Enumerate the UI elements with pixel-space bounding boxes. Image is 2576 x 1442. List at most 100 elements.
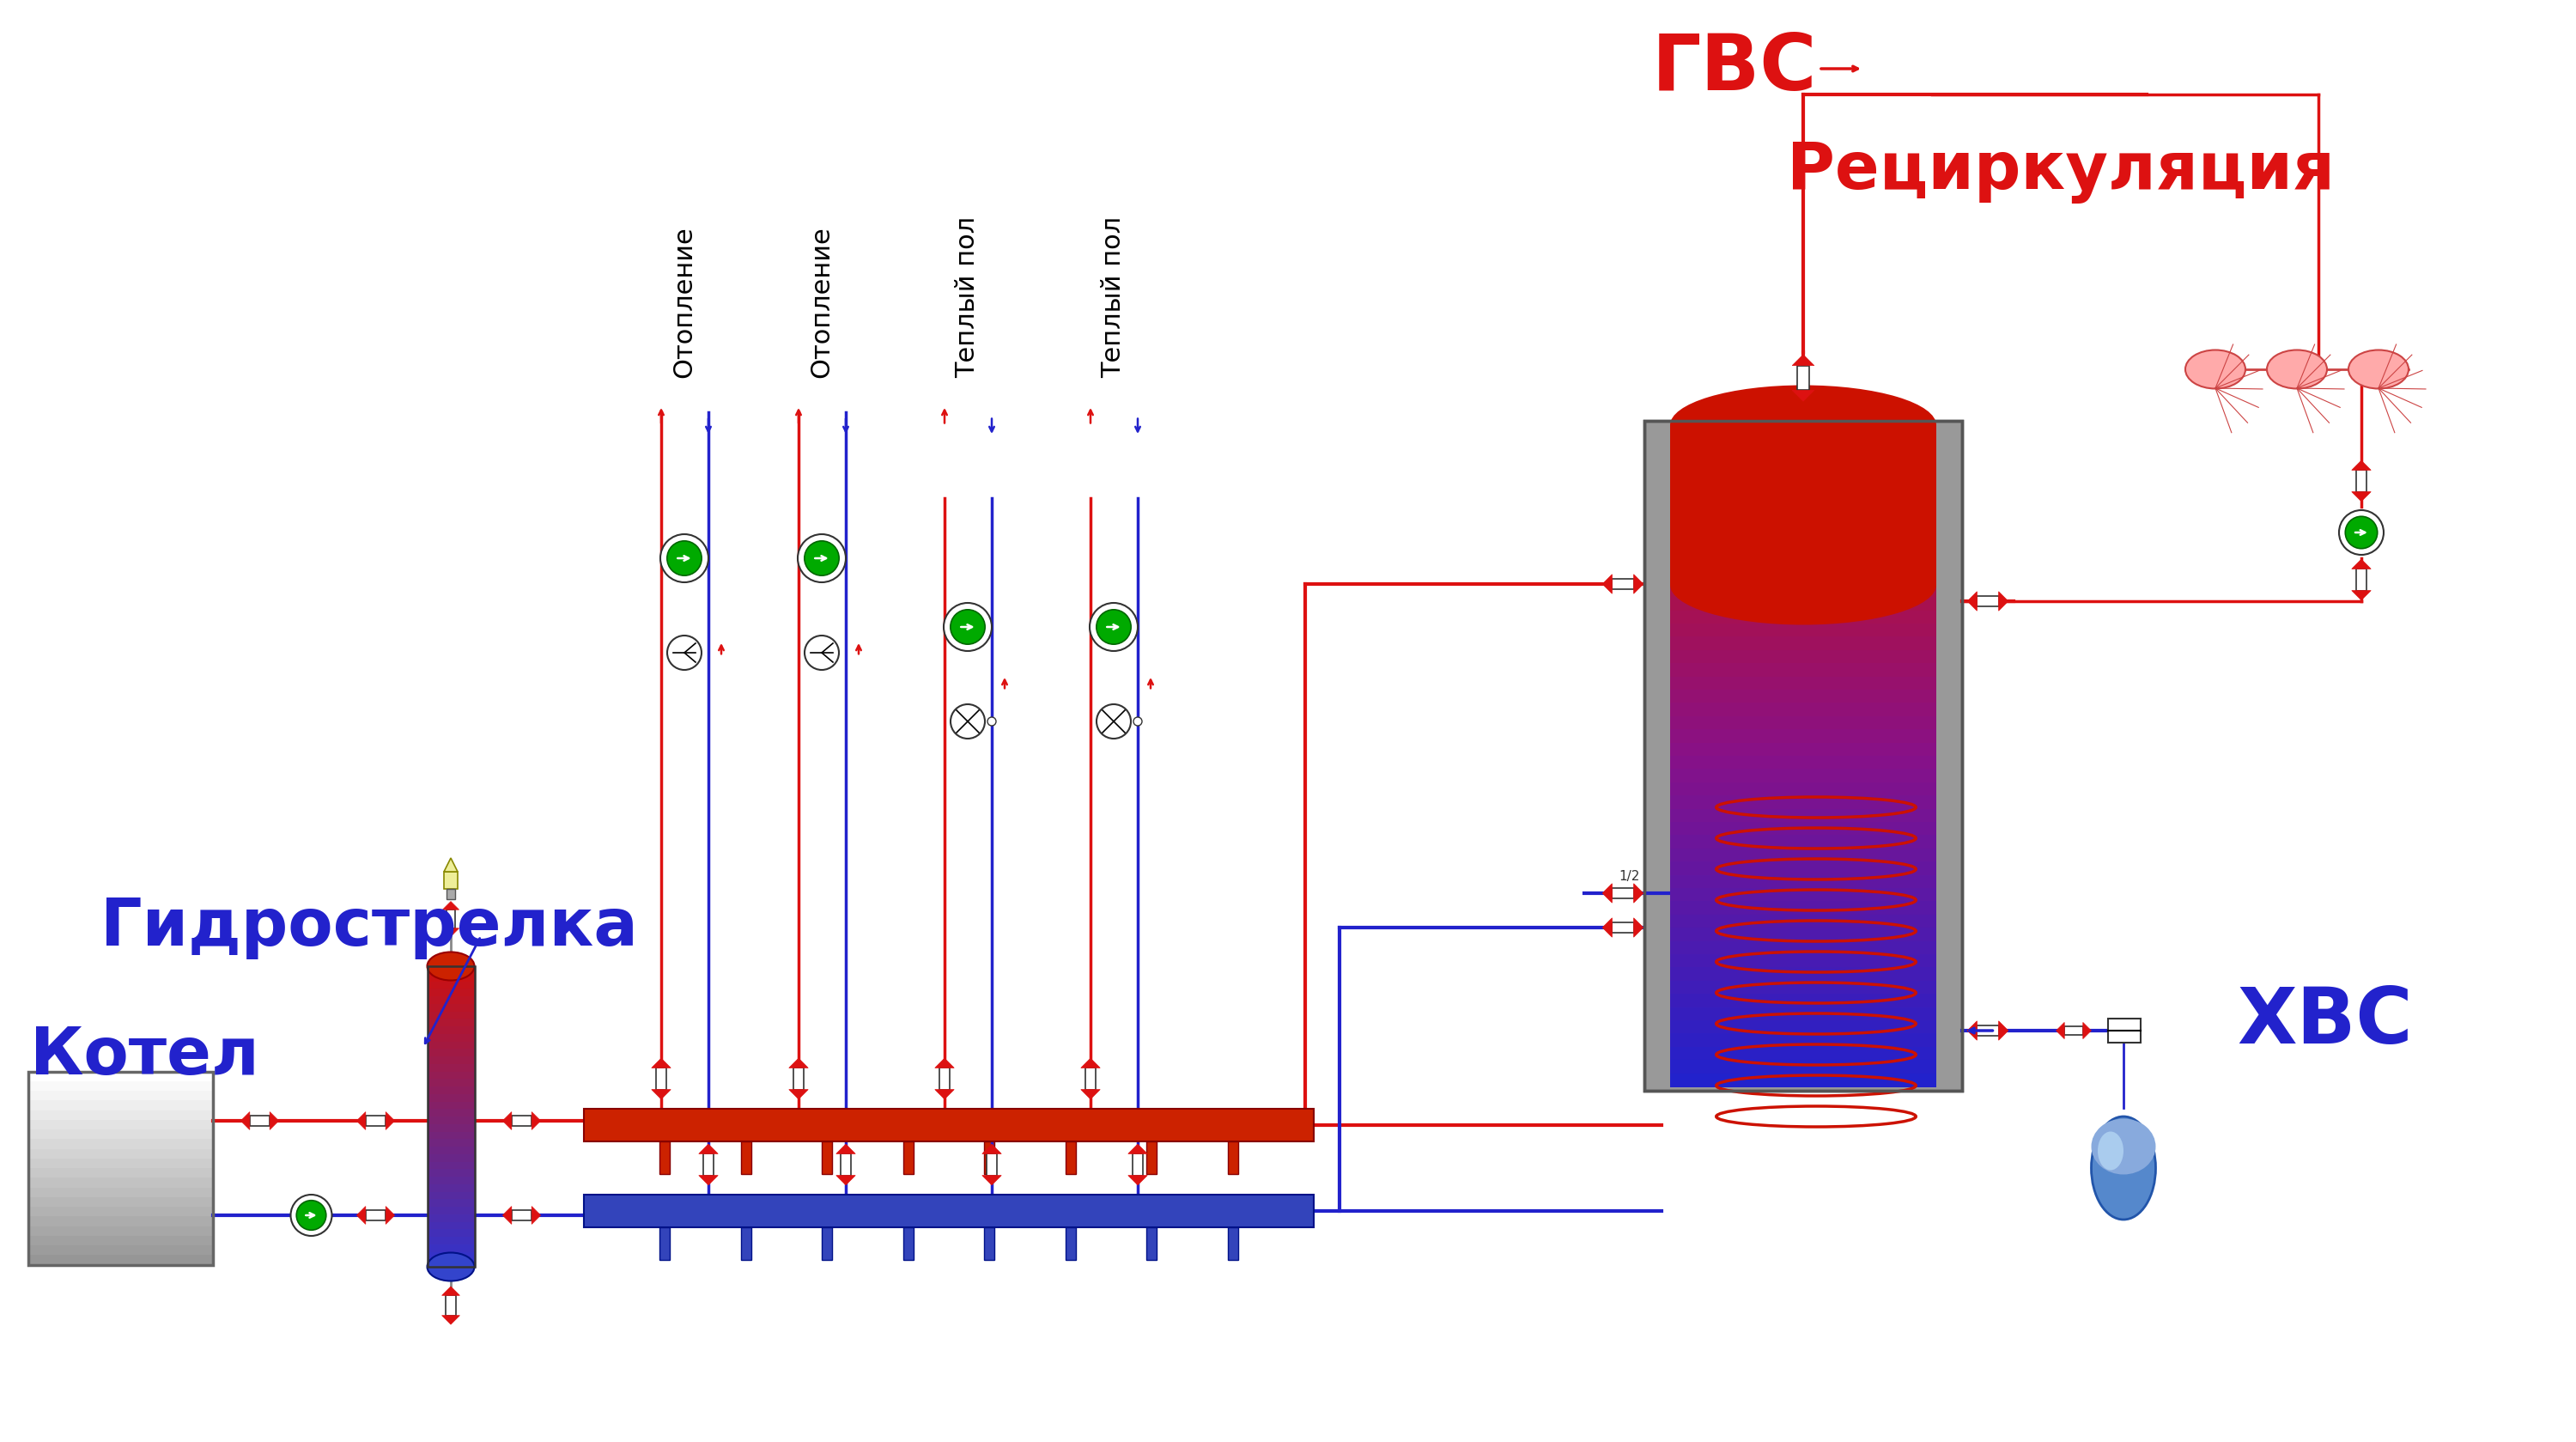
Bar: [28, 1110, 214, 1120]
Bar: [428, 1184, 474, 1193]
Bar: [428, 1259, 474, 1268]
Bar: [28, 1187, 214, 1198]
Bar: [2063, 1025, 2084, 1035]
Polygon shape: [443, 901, 459, 910]
Bar: [428, 1132, 474, 1141]
Bar: [428, 1252, 474, 1260]
Bar: [822, 1142, 832, 1174]
Bar: [1669, 451, 1937, 466]
Bar: [446, 910, 456, 929]
Polygon shape: [443, 1286, 459, 1295]
Bar: [1146, 1227, 1157, 1260]
Ellipse shape: [428, 952, 474, 981]
Circle shape: [804, 636, 840, 671]
Bar: [1669, 848, 1937, 862]
Ellipse shape: [1669, 545, 1937, 624]
Bar: [1669, 425, 1937, 1086]
Bar: [1669, 861, 1937, 875]
Circle shape: [2344, 516, 2378, 548]
Bar: [1669, 942, 1937, 955]
Polygon shape: [2352, 591, 2370, 600]
Bar: [840, 1154, 850, 1175]
Ellipse shape: [2184, 350, 2246, 389]
Polygon shape: [837, 1144, 855, 1154]
Text: Рециркуляция: Рециркуляция: [1788, 140, 2334, 203]
Text: 1/2: 1/2: [1620, 870, 1641, 883]
Bar: [1669, 1007, 1937, 1021]
Ellipse shape: [1669, 385, 1937, 466]
Bar: [428, 1244, 474, 1253]
Bar: [28, 1100, 214, 1110]
Bar: [1669, 610, 1937, 624]
Polygon shape: [1633, 884, 1643, 903]
Polygon shape: [531, 1112, 541, 1129]
Bar: [28, 1120, 214, 1131]
Bar: [1669, 425, 1937, 585]
Polygon shape: [443, 1315, 459, 1324]
Bar: [250, 1116, 270, 1126]
Bar: [2107, 1018, 2141, 1043]
Polygon shape: [355, 1207, 366, 1224]
Bar: [1669, 955, 1937, 968]
Bar: [1798, 365, 1808, 391]
Bar: [984, 1142, 994, 1174]
Bar: [1669, 888, 1937, 903]
Polygon shape: [2084, 1022, 2092, 1038]
Bar: [1669, 875, 1937, 888]
Bar: [1669, 1060, 1937, 1074]
Bar: [1669, 769, 1937, 783]
Bar: [428, 966, 474, 975]
Bar: [1669, 702, 1937, 717]
Bar: [443, 872, 459, 888]
Polygon shape: [698, 1144, 719, 1154]
Bar: [1229, 1142, 1239, 1174]
Bar: [428, 1048, 474, 1057]
Circle shape: [943, 603, 992, 650]
Bar: [1669, 464, 1937, 479]
Bar: [742, 1142, 752, 1174]
Bar: [1066, 1227, 1077, 1260]
Bar: [428, 1071, 474, 1080]
Bar: [1669, 1047, 1937, 1061]
Polygon shape: [386, 1112, 394, 1129]
Text: Гидрострелка: Гидрострелка: [100, 895, 639, 959]
Text: Теплый пол: Теплый пол: [1100, 216, 1126, 378]
Polygon shape: [1968, 1021, 1976, 1040]
Bar: [793, 1069, 804, 1090]
Text: Котел: Котел: [31, 1025, 260, 1089]
Bar: [1669, 994, 1937, 1008]
Ellipse shape: [428, 1253, 474, 1280]
Circle shape: [804, 541, 840, 575]
Polygon shape: [837, 1175, 855, 1185]
Bar: [28, 1168, 214, 1178]
Bar: [1669, 730, 1937, 744]
Bar: [1669, 623, 1937, 637]
Polygon shape: [698, 1175, 719, 1185]
Polygon shape: [270, 1112, 278, 1129]
Bar: [703, 1154, 714, 1175]
Bar: [1669, 914, 1937, 929]
Bar: [428, 1102, 474, 1110]
Bar: [1976, 1025, 1999, 1035]
Polygon shape: [386, 1207, 394, 1224]
Bar: [428, 1200, 474, 1207]
Polygon shape: [981, 1175, 1002, 1185]
Bar: [659, 1227, 670, 1260]
Bar: [1669, 663, 1937, 678]
Bar: [28, 1129, 214, 1141]
Polygon shape: [1602, 884, 1613, 903]
Text: Отопление: Отопление: [672, 226, 696, 378]
Bar: [428, 1229, 474, 1237]
Polygon shape: [1082, 1090, 1100, 1099]
Bar: [513, 1210, 531, 1220]
Bar: [428, 1027, 474, 1035]
Bar: [1669, 1021, 1937, 1034]
Ellipse shape: [2349, 350, 2409, 389]
Polygon shape: [1633, 919, 1643, 937]
Polygon shape: [2352, 559, 2370, 570]
Bar: [1669, 558, 1937, 571]
Bar: [1669, 597, 1937, 611]
Bar: [28, 1246, 214, 1256]
Bar: [428, 1191, 474, 1200]
Bar: [28, 1149, 214, 1159]
